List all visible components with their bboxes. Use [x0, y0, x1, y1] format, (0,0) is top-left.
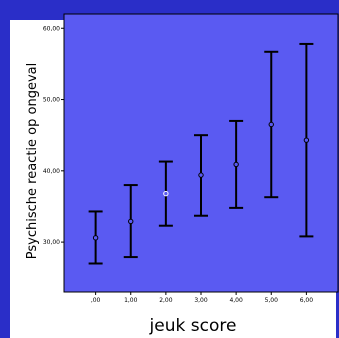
left-frame-band: [0, 0, 10, 338]
x-tick-label: 4,00: [229, 297, 243, 304]
mean-marker: [268, 121, 274, 128]
mean-marker: [233, 161, 239, 168]
x-tick-label: ,00: [91, 297, 101, 304]
x-axis-title: jeuk score: [149, 316, 237, 336]
y-axis-title: Psychische reactie op ongeval: [25, 63, 40, 259]
mean-marker: [198, 172, 204, 178]
x-tick-label: 1,00: [124, 297, 138, 304]
mean-marker: [303, 137, 310, 143]
x-tick-label: 6,00: [300, 297, 314, 304]
x-tick-label: 2,00: [159, 297, 173, 304]
mean-marker: [92, 235, 99, 241]
y-tick-label: 40,00: [43, 168, 60, 175]
x-tick-label: 3,00: [194, 297, 208, 304]
y-tick-label: 30,00: [43, 239, 60, 246]
y-tick-label: 60,00: [43, 25, 60, 32]
x-tick-label: 5,00: [265, 297, 279, 304]
error-bars: [88, 42, 314, 265]
mean-marker: [163, 190, 169, 197]
y-tick-label: 50,00: [43, 97, 60, 104]
x-axis: ,00 1,00 2,00 3,00 4,00 5,00 6,00: [91, 292, 313, 304]
y-axis: 30,00 40,00 50,00 60,00: [43, 25, 64, 246]
mean-marker: [128, 218, 134, 225]
